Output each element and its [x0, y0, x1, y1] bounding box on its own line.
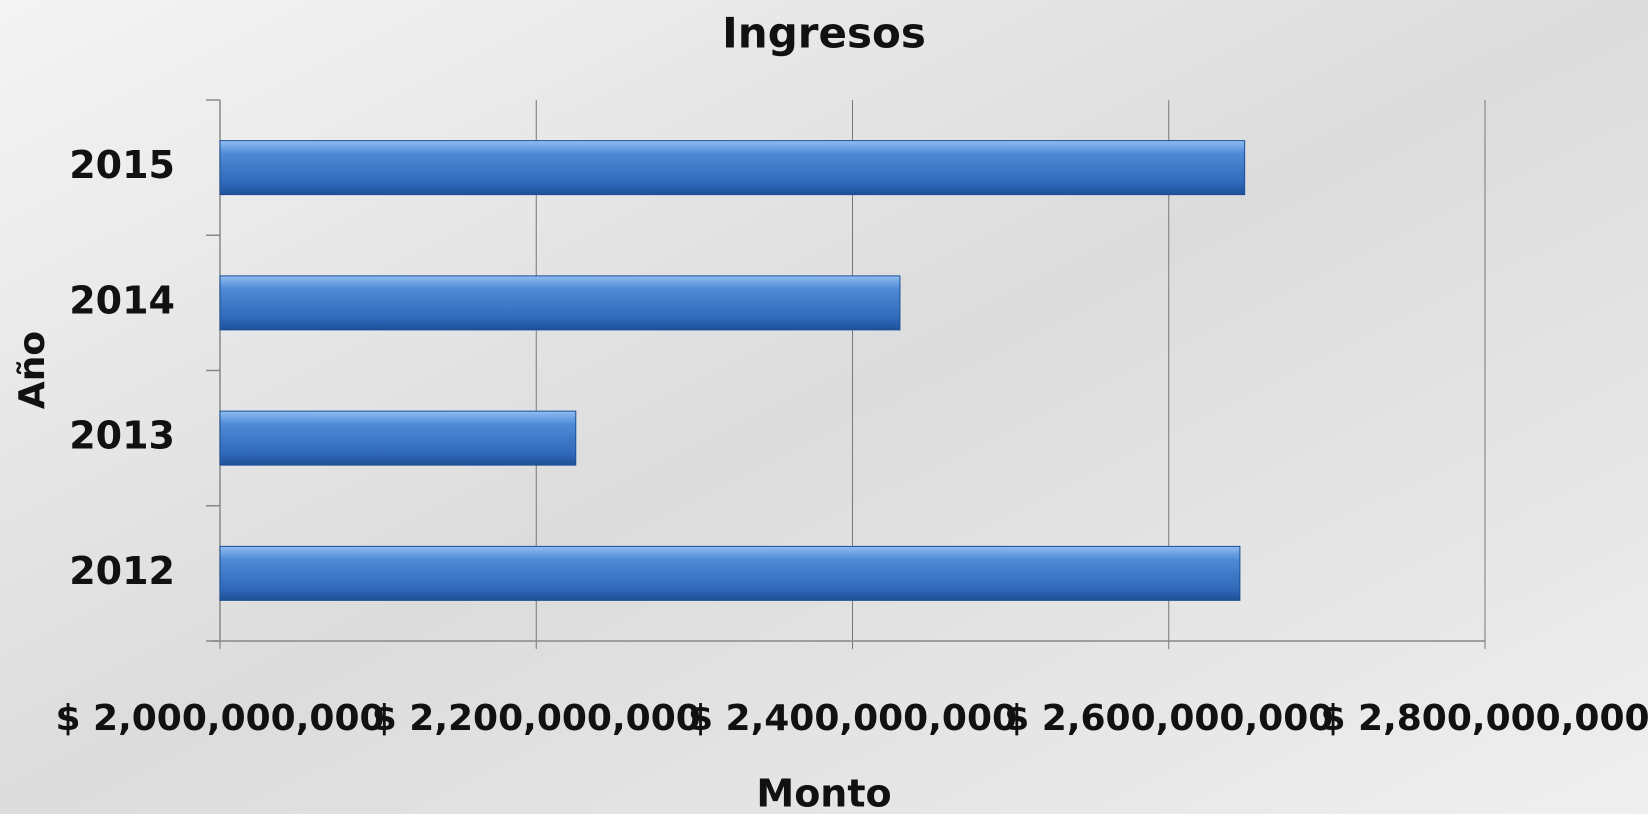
x-tick-label: $ 2,200,000,000 [372, 698, 701, 739]
x-tick-label: $ 2,000,000,000 [55, 698, 384, 739]
x-axis-label: Monto [756, 772, 891, 814]
chart-title: Ingresos [722, 9, 926, 58]
bar [220, 546, 1240, 600]
bar [220, 411, 576, 465]
y-tick-label: 2014 [69, 278, 175, 322]
y-tick-label: 2015 [69, 143, 175, 187]
y-tick-label: 2012 [69, 549, 175, 593]
bar [220, 276, 900, 330]
background [0, 0, 1648, 814]
chart: Ingresos Monto Año $ 2,000,000,000$ 2,20… [0, 0, 1648, 814]
bar [220, 141, 1245, 195]
x-tick-label: $ 2,600,000,000 [1004, 698, 1333, 739]
x-tick-label: $ 2,400,000,000 [688, 698, 1017, 739]
x-tick-label: $ 2,800,000,000 [1320, 698, 1648, 739]
y-axis-label: Año [12, 331, 53, 409]
y-tick-label: 2013 [69, 414, 175, 458]
